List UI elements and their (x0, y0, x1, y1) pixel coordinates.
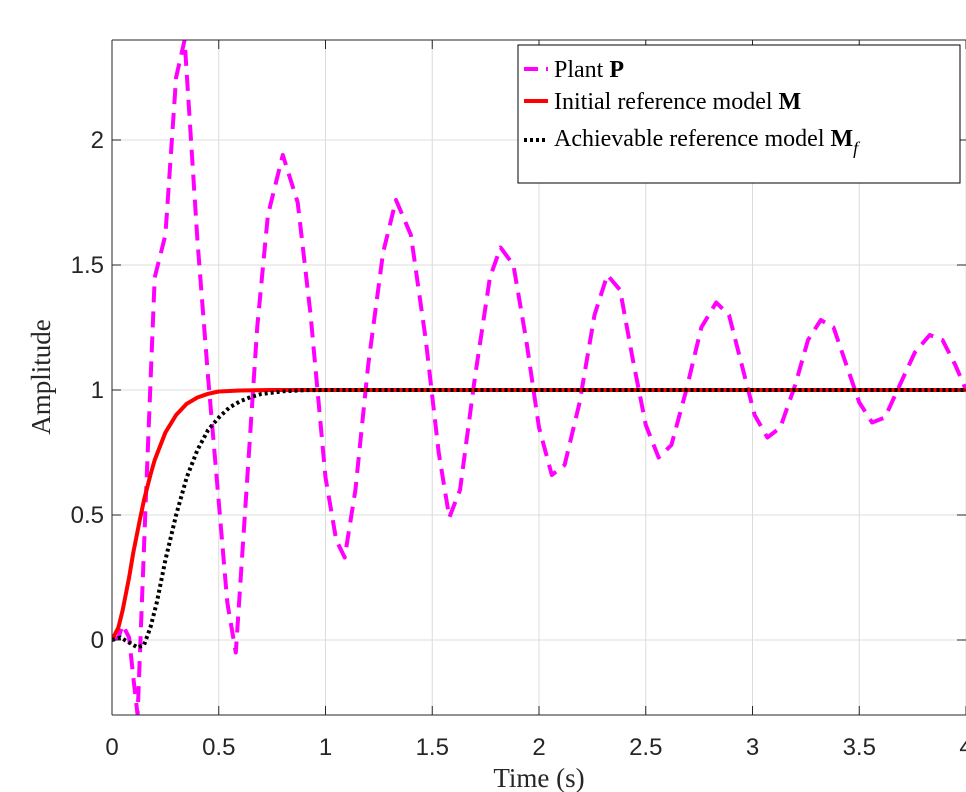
x-tick-label: 4 (959, 734, 966, 761)
series-line-2 (112, 388, 966, 650)
x-tick-label: 1.5 (416, 734, 449, 761)
series-line-0 (112, 40, 966, 715)
x-tick-label: 3 (746, 734, 759, 761)
x-tick-label: 2 (532, 734, 545, 761)
legend-label-achievable: Achievable reference model Mf (554, 126, 861, 158)
y-tick-label: 1.5 (71, 252, 104, 279)
y-tick-label: 0.5 (71, 502, 104, 529)
y-tick-label: 1 (91, 377, 104, 404)
legend-label-plant: Plant P (554, 57, 624, 83)
x-tick-label: 3.5 (843, 734, 876, 761)
legend-label-initial: Initial reference model M (554, 89, 801, 115)
x-tick-label: 0.5 (202, 734, 235, 761)
y-tick-label: 0 (91, 627, 104, 654)
series-line-1 (112, 388, 966, 641)
legend-box (517, 44, 961, 184)
y-tick-label: 2 (91, 127, 104, 154)
ticks: 0 0.5 1 1.5 2 2.5 3 3.5 4 0 0.5 1 1.5 2 (71, 40, 966, 761)
x-tick-label: 2.5 (629, 734, 662, 761)
x-tick-label: 0 (105, 734, 118, 761)
x-axis-title: Time (s) (493, 763, 584, 792)
legend: Plant P Initial reference model M Achiev… (517, 44, 961, 184)
x-tick-label: 1 (319, 734, 332, 761)
series-layer (112, 40, 966, 715)
y-axis-title: Amplitude (26, 319, 56, 435)
